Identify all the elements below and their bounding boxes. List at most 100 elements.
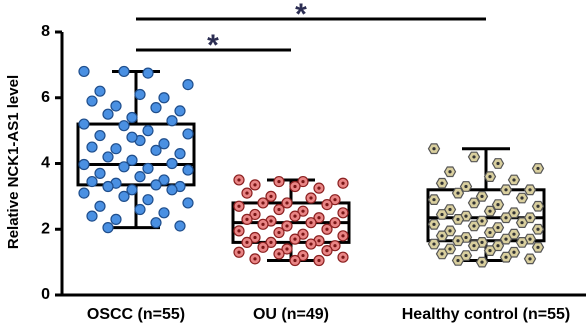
data-point-dot <box>237 250 241 254</box>
data-point <box>102 180 114 193</box>
y-axis-label: Relative NCK1-AS1 level <box>5 75 22 249</box>
data-point-dot <box>456 191 460 195</box>
data-point <box>126 111 138 124</box>
data-point-dot <box>528 237 532 241</box>
data-point-dot <box>528 188 532 192</box>
data-point-dot <box>301 232 305 236</box>
data-point-dot <box>456 239 460 243</box>
data-point-dot <box>285 201 289 205</box>
y-tick-label: 0 <box>41 286 50 303</box>
data-point <box>182 197 194 209</box>
data-point-dot <box>293 214 297 218</box>
data-point <box>102 151 114 163</box>
data-point-dot <box>277 179 281 184</box>
data-point-dot <box>301 253 305 258</box>
data-point-dot <box>269 194 273 198</box>
data-point-dot <box>480 240 484 244</box>
data-point-dot <box>504 216 508 220</box>
data-point-dot <box>237 229 241 233</box>
data-point-dot <box>496 244 500 248</box>
data-point <box>78 65 90 78</box>
data-point-dot <box>488 249 492 253</box>
data-point <box>134 88 146 101</box>
data-point-dot <box>456 258 460 263</box>
data-point <box>94 200 106 212</box>
data-point-dot <box>261 222 265 226</box>
data-point <box>78 118 90 130</box>
data-point-dot <box>504 237 508 241</box>
data-point-dot <box>325 249 329 253</box>
data-point-dot <box>333 198 337 202</box>
data-point-dot <box>512 250 516 254</box>
data-point-dot <box>253 257 257 261</box>
data-point-dot <box>504 255 508 259</box>
data-point <box>150 217 162 229</box>
data-point <box>182 164 194 176</box>
data-point-dot <box>253 212 257 217</box>
data-point <box>102 222 114 234</box>
data-point <box>86 175 98 188</box>
x-tick-label: OSCC (n=55) <box>87 306 185 323</box>
data-point-dot <box>472 155 476 159</box>
data-point <box>142 194 154 206</box>
data-point-dot <box>472 244 476 248</box>
data-point-dot <box>237 178 241 182</box>
data-point-dot <box>472 201 476 205</box>
data-point-dot <box>528 216 532 220</box>
data-point-dot <box>512 178 516 182</box>
data-point-dot <box>285 247 289 251</box>
data-point-dot <box>293 237 297 241</box>
data-point-dot <box>341 211 345 215</box>
data-point-dot <box>293 258 297 263</box>
data-point-dot <box>440 252 444 256</box>
data-point <box>118 120 130 132</box>
data-point-dot <box>432 242 436 246</box>
data-point <box>158 92 170 104</box>
data-point-dot <box>432 222 436 226</box>
data-point-dot <box>496 226 500 230</box>
data-point <box>158 174 170 186</box>
data-point <box>142 162 154 175</box>
y-tick-label: 4 <box>41 155 50 172</box>
data-point-dot <box>261 201 265 205</box>
data-point-dot <box>269 240 273 244</box>
data-point-dot <box>464 235 468 240</box>
data-point <box>134 203 146 216</box>
data-point <box>174 148 186 160</box>
data-point-dot <box>504 188 508 192</box>
data-point <box>86 141 98 153</box>
data-point-dot <box>464 253 468 258</box>
data-point <box>110 100 122 112</box>
data-point-dot <box>536 227 540 231</box>
data-point <box>174 220 186 232</box>
data-point <box>126 131 138 143</box>
data-point <box>78 187 90 199</box>
data-point-dot <box>341 255 345 259</box>
data-point <box>150 179 162 191</box>
data-point-dot <box>536 166 540 171</box>
data-point-dot <box>325 202 329 207</box>
data-point-dot <box>261 245 265 249</box>
data-point <box>86 95 98 107</box>
significance-label: * <box>207 29 219 62</box>
data-point-dot <box>293 184 297 189</box>
data-point-dot <box>464 214 468 218</box>
data-point-dot <box>472 224 476 228</box>
data-point <box>166 184 178 196</box>
data-point <box>174 105 186 117</box>
data-point <box>166 115 178 127</box>
data-point-dot <box>448 229 452 233</box>
y-tick-label: 6 <box>41 89 50 106</box>
data-point-dot <box>520 221 524 225</box>
data-point <box>126 154 138 166</box>
data-point <box>94 129 106 142</box>
data-point-dot <box>448 170 452 174</box>
data-point-dot <box>269 219 273 223</box>
data-point <box>150 102 162 114</box>
data-point <box>94 167 106 179</box>
data-point-dot <box>520 240 524 244</box>
data-point <box>142 67 154 79</box>
data-point-dot <box>520 196 524 200</box>
data-point-dot <box>277 207 281 212</box>
